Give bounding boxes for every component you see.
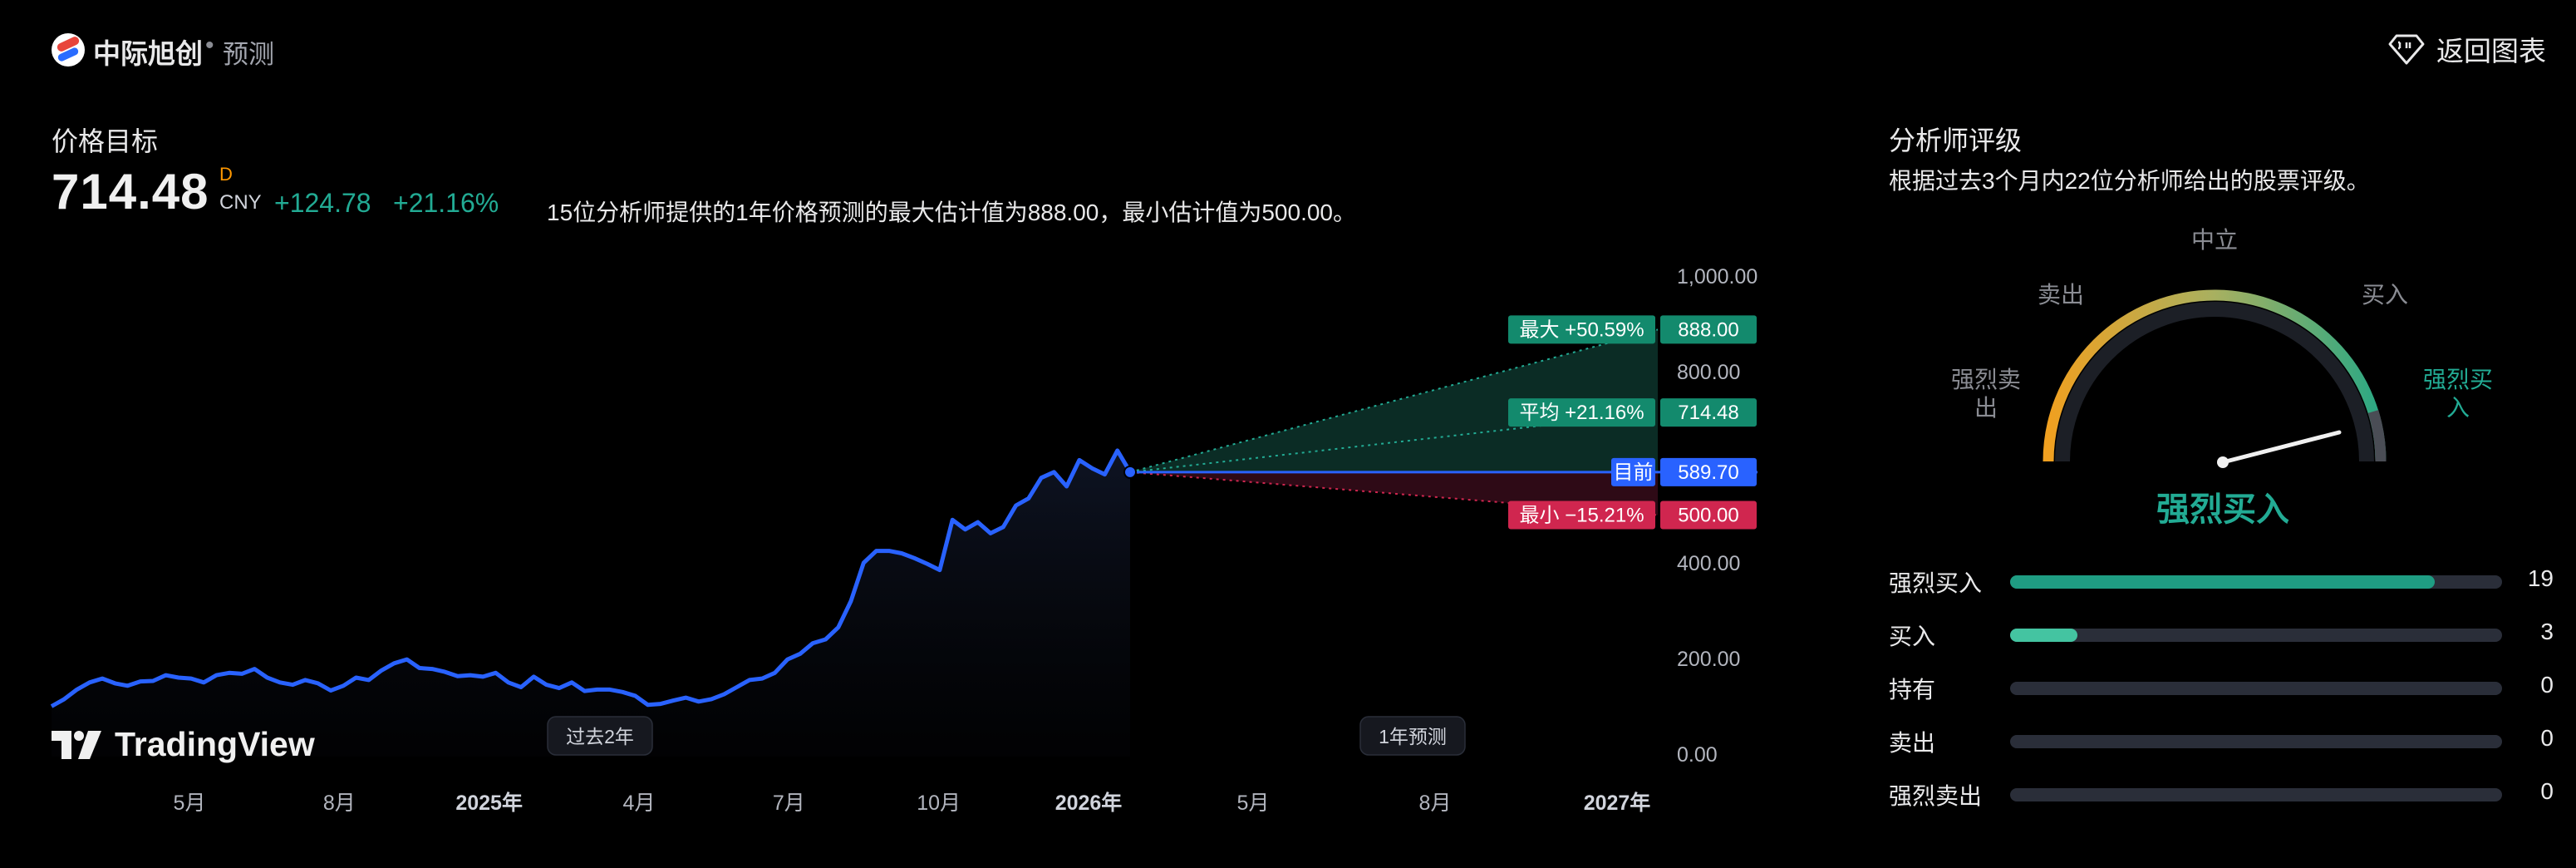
rating-row-bar <box>2010 629 2502 642</box>
x-axis-tick-label: 2027年 <box>1584 791 1651 815</box>
tradingview-name: TradingView <box>115 725 315 763</box>
rating-row-count: 0 <box>2540 672 2554 698</box>
forecast-avg-label: 平均 +21.16% <box>1519 402 1644 424</box>
current-price-label: 目前 <box>1614 461 1654 484</box>
forecast-avg-label-bg <box>1508 398 1655 427</box>
current-price-value: 589.70 <box>1678 461 1738 484</box>
history-period-label: 过去2年 <box>566 726 634 747</box>
breadcrumb-separator: • <box>205 32 214 59</box>
x-axis-tick-label: 5月 <box>174 792 206 815</box>
y-axis-tick-label: 200.00 <box>1677 648 1740 671</box>
forecast-period-label: 1年预测 <box>1379 726 1447 747</box>
tradingview-logo[interactable]: TradingView <box>52 725 315 764</box>
gauge-inner-arc <box>2055 302 2374 462</box>
rating-row: 持有 0 <box>1889 672 2554 705</box>
price-target-description: 15位分析师提供的1年价格预测的最大估计值为888.00，最小估计值为500.0… <box>547 200 1357 225</box>
rating-row-bar-fill <box>2010 629 2077 642</box>
rating-row-label: 强烈买入 <box>1889 570 1983 596</box>
rating-row: 强烈卖出 0 <box>1889 778 2554 811</box>
gauge-arc <box>2043 289 2387 462</box>
rating-row-bar-fill <box>2010 575 2436 589</box>
current-price-label-bg <box>1611 457 1655 486</box>
rating-row-label: 买入 <box>1889 624 1936 649</box>
rating-row-label: 卖出 <box>1889 730 1936 756</box>
rating-row: 买入 3 <box>1889 619 2554 652</box>
x-axis-tick-label: 2025年 <box>455 791 523 815</box>
section-title: 预测 <box>223 40 274 69</box>
forecast-period-label-bg <box>1359 716 1466 756</box>
tradingview-icon <box>52 730 101 759</box>
gauge-label-strong-buy-line1: 强烈买 <box>2423 367 2493 392</box>
gauge-end-cap <box>2367 410 2387 462</box>
forecast-avg-value-bg <box>1660 398 1757 427</box>
gauge-label-strong-sell-line2: 出 <box>1974 395 1998 421</box>
forecast-max-value-bg <box>1660 315 1757 344</box>
forecast-min-value-bg <box>1660 501 1757 530</box>
rating-row-count: 0 <box>2540 725 2554 751</box>
y-axis-tick-label: 800.00 <box>1677 361 1740 384</box>
history-area <box>52 450 1130 757</box>
price-forecast-chart[interactable]: 1,000.00 800.00 400.00 200.00 0.00 5月 8月 2025年 4… <box>0 249 1812 831</box>
rating-row: 卖出 0 <box>1889 725 2554 758</box>
x-axis-tick-label: 8月 <box>323 792 356 815</box>
analyst-rating-description: 根据过去3个月内22位分析师给出的股票评级。 <box>1889 168 2370 194</box>
forecast-max-label: 最大 +50.59% <box>1519 318 1644 341</box>
rating-row-count: 3 <box>2540 619 2554 644</box>
x-axis-tick-label: 10月 <box>917 792 961 815</box>
x-axis-tick-label: 2026年 <box>1055 791 1123 815</box>
price-change-percent: +21.16% <box>393 188 499 218</box>
analyst-rating-title: 分析师评级 <box>1889 126 2023 155</box>
history-line <box>50 448 1133 708</box>
forecast-max-label-bg <box>1508 315 1655 344</box>
y-axis-tick-label: 1,000.00 <box>1677 265 1757 289</box>
rating-row-bar <box>2010 735 2502 748</box>
x-axis-tick-label: 8月 <box>1419 792 1452 815</box>
x-axis-tick-label: 4月 <box>623 792 656 815</box>
gauge-label-buy: 买入 <box>2362 282 2408 308</box>
forecast-max-value: 888.00 <box>1678 318 1738 341</box>
price-target-value: 714.48 <box>52 164 209 219</box>
rating-result: 强烈买入 <box>2156 491 2289 528</box>
company-name[interactable]: 中际旭创 <box>93 38 203 69</box>
forecast-min-label: 最小 −15.21% <box>1519 505 1644 527</box>
gauge-label-strong-buy-line2: 入 <box>2446 395 2470 421</box>
gauge-label-sell: 卖出 <box>2038 282 2084 308</box>
company-logo <box>52 33 85 67</box>
rating-row-count: 19 <box>2527 565 2554 591</box>
rating-row-bar <box>2010 575 2502 589</box>
price-change: +124.78 <box>274 188 371 218</box>
forecast-min-value: 500.00 <box>1678 505 1738 527</box>
forecast-max-line <box>1129 328 1659 473</box>
rating-row: 强烈买入 19 <box>1889 565 2554 599</box>
gauge-pivot <box>2217 456 2229 468</box>
history-period-label-bg <box>547 716 653 756</box>
y-axis-tick-label: 0.00 <box>1677 743 1718 767</box>
gauge-label-strong-sell-line1: 强烈卖 <box>1951 367 2021 392</box>
current-price-marker <box>1123 465 1137 479</box>
back-to-chart-button[interactable]: 返回图表 <box>2388 28 2546 70</box>
y-axis-tick-label: 400.00 <box>1677 552 1740 575</box>
current-price-value-bg <box>1660 457 1757 486</box>
gauge-label-neutral: 中立 <box>2191 227 2238 253</box>
forecast-min-label-bg <box>1508 501 1655 530</box>
price-target-title: 价格目标 <box>52 126 159 156</box>
x-axis-tick-label: 7月 <box>773 792 805 815</box>
currency-label: CNY <box>219 191 262 214</box>
diamond-chart-icon <box>2388 34 2425 65</box>
forecast-avg-value: 714.48 <box>1678 402 1738 424</box>
rating-row-bar <box>2010 788 2502 801</box>
rating-row-label: 强烈卖出 <box>1889 783 1983 809</box>
forecast-avg-line <box>1129 412 1659 473</box>
rating-gauge: 中立 卖出 买入 强烈卖 出 强烈买 入 <box>1951 227 2493 468</box>
back-to-chart-label: 返回图表 <box>2436 36 2546 67</box>
rating-row-count: 0 <box>2540 778 2554 804</box>
rating-row-bar <box>2010 682 2502 695</box>
delay-flag: D <box>219 164 233 185</box>
x-axis-tick-label: 5月 <box>1237 792 1270 815</box>
gauge-needle <box>2220 430 2342 465</box>
rating-row-label: 持有 <box>1889 677 1936 703</box>
